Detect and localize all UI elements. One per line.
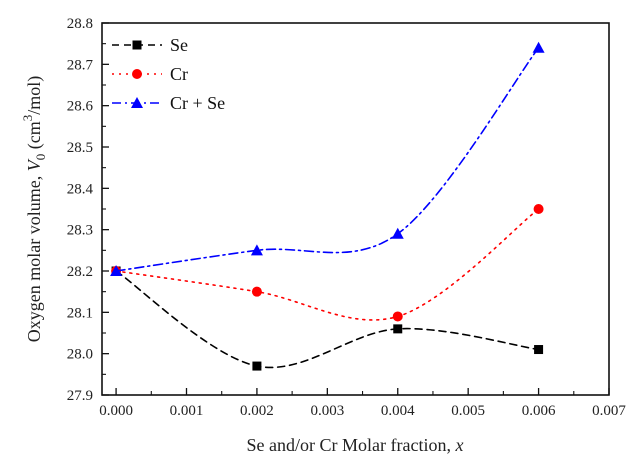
legend-marker-cr-se	[131, 97, 143, 108]
y-tick-label: 28.7	[67, 57, 94, 73]
data-point-cr	[251, 286, 262, 297]
x-tick-label: 0.006	[522, 403, 556, 419]
x-tick-label: 0.001	[170, 403, 204, 419]
legend-label-cr: Cr	[170, 64, 188, 84]
x-tick-label: 0.005	[451, 403, 485, 419]
y-tick-label: 28.2	[67, 264, 93, 280]
x-tick-label: 0.007	[592, 403, 626, 419]
data-point-se	[393, 324, 403, 334]
legend: Se Cr Cr + Se	[112, 35, 225, 113]
legend-marker-cr	[132, 69, 142, 79]
data-point-cr	[392, 311, 403, 322]
y-tick-label: 28.6	[67, 99, 94, 115]
series-layer	[110, 41, 545, 371]
y-axis-title: Oxygen molar volume, V0 (cm3/mol)	[20, 76, 48, 342]
y-tick-label: 28.1	[67, 305, 93, 321]
x-tick-label: 0.002	[240, 403, 274, 419]
y-tick-label: 28.4	[67, 181, 94, 197]
legend-label-cr-se: Cr + Se	[170, 93, 225, 113]
data-point-cr-se	[110, 265, 123, 276]
y-tick-label: 28.5	[67, 140, 93, 156]
y-tick-label: 28.3	[67, 223, 93, 239]
data-point-cr	[533, 204, 544, 214]
legend-marker-se	[132, 40, 142, 50]
y-tick-label: 27.9	[67, 388, 93, 404]
x-tick-label: 0.003	[310, 403, 344, 419]
data-point-cr-se	[391, 227, 404, 239]
axes-layer: 0.000 0.001 0.002 0.003 0.004 0.005 0.006 0.007…	[67, 16, 627, 419]
series-line-cr	[115, 208, 540, 321]
x-tick-label: 0.000	[99, 403, 133, 419]
legend-label-se: Se	[170, 35, 188, 55]
data-point-cr-se	[250, 244, 263, 256]
data-point-cr-se	[532, 41, 545, 53]
y-tick-label: 28.0	[67, 347, 93, 363]
series-line-cr-se	[115, 47, 540, 272]
series-line-se	[115, 270, 540, 369]
x-axis-title: Se and/or Cr Molar fraction, x	[247, 435, 464, 455]
data-point-se	[534, 345, 544, 355]
data-point-se	[252, 361, 262, 371]
x-tick-label: 0.004	[381, 403, 415, 419]
y-tick-label: 28.8	[67, 16, 93, 32]
